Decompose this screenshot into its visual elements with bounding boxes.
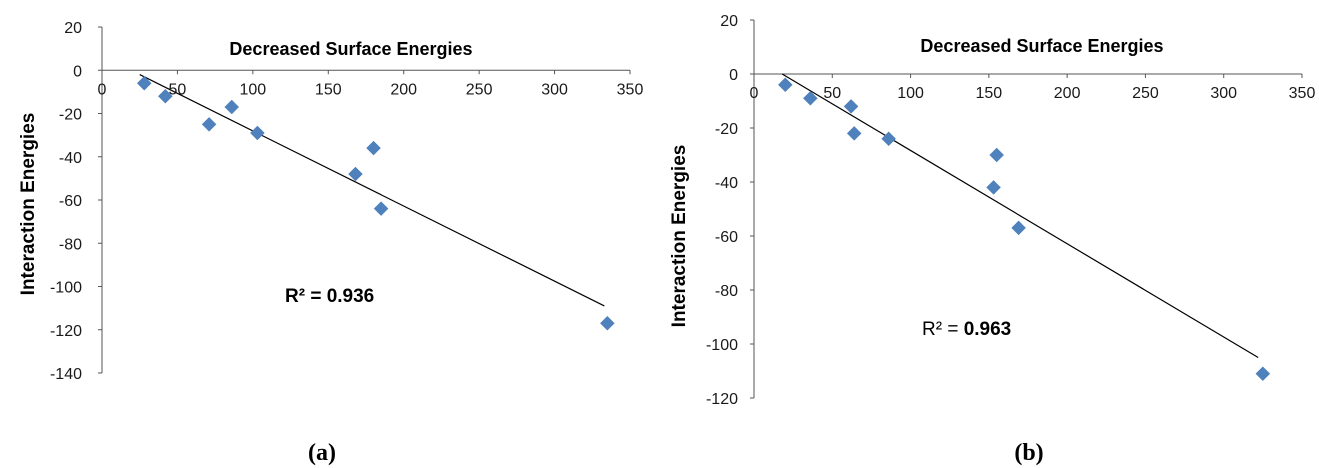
chart-b-data-point [989,147,1005,163]
chart-a: Decreased Surface Energies Interaction E… [18,20,643,466]
chart-a-data-point [158,88,173,104]
chart-b-ylabel: Interaction Energies [669,145,690,328]
chart-a-y-tick-label: -140 [50,366,82,383]
chart-a-y-tick-label: -100 [50,280,82,297]
chart-a-x-tick-label: 350 [617,81,644,98]
chart-a-y-tick-label: -80 [59,236,82,253]
chart-b-x-tick-label: 250 [1132,85,1159,102]
chart-a-trendline [139,74,605,307]
chart-b-data-point [843,99,859,114]
chart-b-x-tick-label: 350 [1289,85,1316,102]
chart-a-data-point [224,99,240,115]
chart-a-x-tick-label: 200 [390,81,417,98]
chart-b-title: Decreased Surface Energies [920,36,1163,56]
chart-a-r2-value: 0.936 [327,286,375,307]
chart-a-x-tick-label: 50 [169,81,187,98]
chart-b-x-tick-label: 200 [1054,85,1081,102]
chart-b-r2: R² = 0.963 [922,319,1011,340]
chart-b-x-tick-label: 0 [750,85,759,102]
chart-a-y-tick-label: -120 [50,323,82,340]
chart-a-y-tick-label: -60 [59,193,82,210]
chart-b-data-point [803,90,818,106]
chart-a-y-tick-label: -40 [59,150,82,167]
chart-a-x-tick-label: 0 [98,81,107,98]
chart-b-trendline [781,73,1259,359]
chart-a-title: Decreased Surface Energies [229,39,472,59]
chart-b-y-tick-label: -60 [715,229,738,246]
chart-b-y-tick-label: -120 [706,391,738,408]
chart-a-data-point [373,201,389,217]
chart-b-y-tick-label: -20 [715,121,738,138]
chart-a-y-tick-label: -20 [59,107,82,124]
chart-a-r2: R² = 0.936 [285,286,374,307]
chart-b-y-tick-label: -40 [715,175,738,192]
chart-a-data-point [250,125,265,141]
chart-a-data-point [201,116,217,132]
chart-b-data-point [777,77,793,93]
chart-a-data-point [366,140,381,156]
chart-a-data-point [136,75,152,91]
chart-b-y-tick-label: 0 [729,67,738,84]
chart-a-x-tick-label: 250 [466,81,493,98]
chart-a-ylabel: Interaction Energies [18,113,39,296]
chart-b-x-tick-label: 300 [1210,85,1237,102]
chart-a-y-tick-label: 0 [73,63,82,80]
chart-b-data-point [846,126,862,141]
chart-b-data-point [986,180,1001,195]
chart-b-x-tick-label: 50 [823,85,841,102]
chart-a-x-tick-label: 300 [541,81,568,98]
chart-a-x-tick-label: 100 [240,81,267,98]
chart-b-panel-label: (b) [1014,440,1043,466]
chart-b-y-tick-label: -80 [715,283,738,300]
chart-a-panel-label: (a) [308,440,336,466]
chart-b-data-point [1255,366,1271,382]
chart-b-y-tick-label: 20 [720,13,738,30]
chart-b-r2-prefix: R² = [922,319,964,340]
chart-b-x-tick-label: 100 [897,85,924,102]
chart-b-r2-value: 0.963 [964,319,1012,340]
chart-b: Decreased Surface Energies Interaction E… [669,13,1315,466]
chart-a-r2-prefix: R² = [285,286,327,307]
chart-b-data-point [1011,220,1026,236]
chart-a-x-tick-label: 150 [315,81,342,98]
chart-a-y-tick-label: 20 [64,20,82,37]
chart-b-data-point [881,131,897,147]
chart-b-x-tick-label: 150 [976,85,1003,102]
chart-b-y-tick-label: -100 [706,337,738,354]
chart-a-data-point [348,166,363,182]
chart-a-data-point [600,315,615,331]
